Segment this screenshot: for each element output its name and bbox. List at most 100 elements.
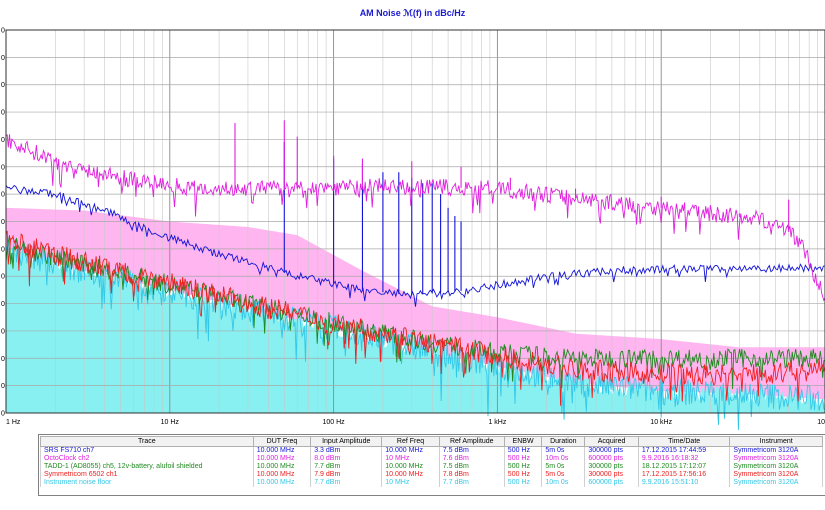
- legend-cell: 7.8 dBm: [438, 471, 505, 479]
- legend-cell: 10.000 MHz: [381, 446, 440, 455]
- legend-cell: Symmetricom 3120A: [729, 446, 823, 455]
- legend-cell: 300000 pts: [584, 463, 639, 471]
- legend-cell: 10.000 MHz: [252, 455, 312, 463]
- legend-cell: 10.000 MHz: [381, 463, 440, 471]
- legend-cell: 300000 pts: [584, 471, 639, 479]
- legend-cell: Symmetricom 3120A: [729, 455, 823, 463]
- legend-cell: 10.000 MHz: [252, 479, 312, 487]
- legend-cell: 500 Hz: [503, 471, 543, 479]
- plot-svg: 1 Hz 10 Hz 100 Hz 1 kHz 10 kHz 10 00000000000…: [1, 28, 825, 430]
- legend-cell: 7.5 dBm: [438, 446, 505, 455]
- y-tick-label: 0: [1, 246, 5, 253]
- y-tick-label: 0: [1, 328, 5, 335]
- legend-header-cell: Duration: [541, 436, 586, 447]
- legend-cell: 5m 0s: [541, 463, 586, 471]
- legend-cell: 600000 pts: [584, 479, 639, 487]
- y-tick-label: 0: [1, 219, 5, 226]
- y-tick-label: 0: [1, 28, 5, 35]
- y-tick-label: 0: [1, 383, 5, 390]
- legend-cell: 9.9.2016 16:18:32: [637, 455, 731, 463]
- legend-cell: 500 Hz: [503, 446, 543, 455]
- legend-cell: 3.3 dBm: [310, 446, 383, 455]
- legend-row: SRS FS710 ch7 10.000 MHz 3.3 dBm 10.000 MHz…: [40, 446, 823, 455]
- legend-cell: 17.12.2015 17:44:59: [637, 446, 731, 455]
- legend-cell: 500 Hz: [503, 463, 543, 471]
- plot-frame: [5, 29, 825, 414]
- legend-cell: Symmetricom 3120A: [729, 463, 823, 471]
- x-tick-label: 10 Hz: [161, 419, 180, 426]
- symmetricom-trace: [5, 230, 825, 406]
- legend-header-cell: Ref Freq: [381, 436, 440, 447]
- y-tick-label: 0: [1, 110, 5, 117]
- legend-cell: 10.000 MHz: [252, 463, 312, 471]
- legend-cell: 600000 pts: [584, 455, 639, 463]
- instrument-floor-trace: [5, 239, 825, 430]
- legend-cell: 10.000 MHz: [252, 446, 312, 455]
- legend-header-cell: Acquired: [584, 436, 639, 447]
- legend-header-cell: Instrument: [729, 436, 823, 447]
- legend-cell: SRS FS710 ch7: [40, 446, 254, 455]
- legend-cell: 7.7 dBm: [310, 479, 383, 487]
- legend-cell: 10m 0s: [541, 455, 586, 463]
- legend-cell: Instrument noise floor: [40, 479, 254, 487]
- legend-cell: 7.9 dBm: [310, 471, 383, 479]
- y-tick-label: 0: [1, 301, 5, 308]
- legend-cell: 18.12.2015 17:12:07: [637, 463, 731, 471]
- legend-cell: 9.9.2016 15:51:10: [637, 479, 731, 487]
- y-tick-label: 0: [1, 192, 5, 199]
- y-tick-label: 0: [1, 137, 5, 144]
- y-tick-labels: 0 0 0 0 0 0 0 0 0 0 0 0 0 0 0: [1, 28, 5, 418]
- legend-header-cell: Input Amplitude: [310, 436, 383, 447]
- x-tick-label: 1 Hz: [6, 419, 21, 426]
- legend-cell: Symmetricom 6502 ch1: [40, 471, 254, 479]
- legend-row: OctoClock ch2 10.000 MHz 8.0 dBm 10 MHz 7.6 …: [40, 455, 823, 463]
- legend-cell: 5m 0s: [541, 446, 586, 455]
- x-tick-label: 100 Hz: [323, 419, 346, 426]
- legend-row: TADD-1 (AD8055) ch5, 12v-battery, alufoi…: [40, 463, 823, 471]
- octoclock-trace: [5, 134, 825, 302]
- legend-header-cell: Trace: [40, 436, 254, 447]
- legend-cell: 7.6 dBm: [438, 455, 505, 463]
- legend-cell: 300000 pts: [584, 446, 639, 455]
- tadd1-trace: [5, 235, 825, 390]
- legend-cell: 500 Hz: [503, 455, 543, 463]
- trace-lines: [5, 120, 825, 430]
- y-tick-label: 0: [1, 274, 5, 281]
- legend-cell: 8.0 dBm: [310, 455, 383, 463]
- legend-cell: 10 MHz: [381, 455, 440, 463]
- legend-row: Instrument noise floor 10.000 MHz 7.7 dBm 1…: [40, 479, 823, 487]
- y-tick-label: 0: [1, 55, 5, 62]
- x-tick-label: 10: [817, 419, 825, 426]
- x-tick-labels: 1 Hz 10 Hz 100 Hz 1 kHz 10 kHz 10: [6, 419, 825, 426]
- legend-cell: OctoClock ch2: [40, 455, 254, 463]
- legend-body: SRS FS710 ch7 10.000 MHz 3.3 dBm 10.000 MHz…: [40, 446, 823, 487]
- legend-cell: 10.000 MHz: [252, 471, 312, 479]
- legend-cell: 7.7 dBm: [310, 463, 383, 471]
- y-tick-label: 0: [1, 82, 5, 89]
- x-tick-label: 10 kHz: [650, 419, 672, 426]
- srs-fs710-trace: [5, 184, 825, 307]
- legend-header-cell: ENBW: [503, 436, 543, 447]
- legend-cell: 500 Hz: [503, 479, 543, 487]
- legend-cell: 5m 0s: [541, 471, 586, 479]
- legend-cell: Symmetricom 3120A: [729, 471, 823, 479]
- legend-cell: 10 MHz: [381, 479, 440, 487]
- legend-header-row: Trace DUT Freq Input Amplitude Ref Freq Ref …: [40, 436, 823, 447]
- legend-cell: 17.12.2015 17:56:16: [637, 471, 731, 479]
- legend-cell: 7.5 dBm: [438, 463, 505, 471]
- legend-cell: 7.7 dBm: [438, 479, 505, 487]
- legend-header-cell: DUT Freq: [252, 436, 312, 447]
- legend-cell: 10m 0s: [541, 479, 586, 487]
- y-tick-label: 0: [1, 164, 5, 171]
- legend-cell: Symmetricom 3120A: [729, 479, 823, 487]
- x-tick-label: 1 kHz: [488, 419, 506, 426]
- chart-title: AM Noise ℳ(f) in dBc/Hz: [359, 8, 466, 18]
- instrument-floor-fill: [6, 242, 825, 413]
- legend-table: Trace DUT Freq Input Amplitude Ref Freq Ref …: [40, 436, 823, 487]
- y-tick-label: 0: [1, 411, 5, 418]
- legend-cell: 10.000 MHz: [381, 471, 440, 479]
- legend-row: Symmetricom 6502 ch1 10.000 MHz 7.9 dBm 10.…: [40, 471, 823, 479]
- y-tick-label: 0: [1, 356, 5, 363]
- legend-cell: TADD-1 (AD8055) ch5, 12v-battery, alufoi…: [40, 463, 254, 471]
- legend-header-cell: Time/Date: [637, 436, 731, 447]
